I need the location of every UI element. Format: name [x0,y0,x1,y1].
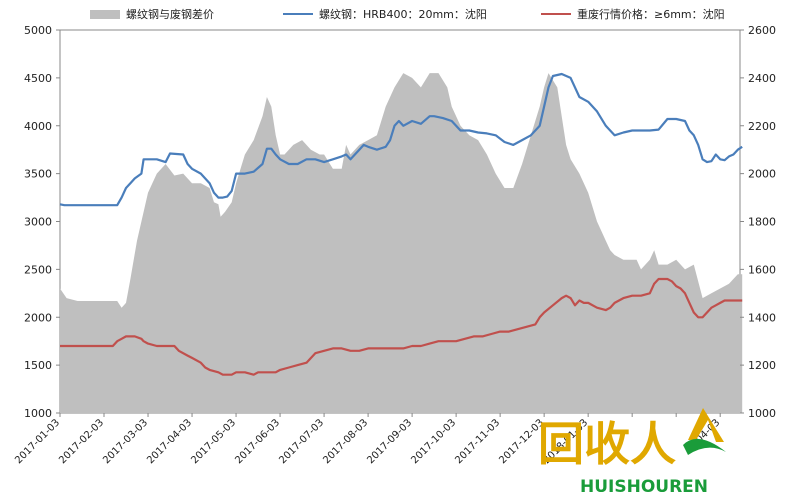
legend-item-scrap: 重废行情价格：≥6mm：沈阳 [541,6,725,22]
x-axis-tick-label: 2017-04-03 [145,417,194,466]
left-axis-tick-label: 1500 [24,359,52,372]
x-axis-tick-label: 2017-01-03 [13,417,62,466]
right-axis-tick-label: 1400 [748,311,776,324]
legend-item-spread: 螺纹钢与废钢差价 [90,6,214,22]
x-axis-tick-label: 2017-03-03 [101,417,150,466]
left-axis-tick-label: 3000 [24,216,52,229]
x-axis-tick-label: 2017-06-03 [233,417,282,466]
right-axis-tick-label: 1600 [748,263,776,276]
legend-label-scrap: 重废行情价格：≥6mm：沈阳 [577,8,725,21]
left-axis-tick-label: 3500 [24,168,52,181]
right-axis-tick-label: 1800 [748,216,776,229]
right-axis-tick-label: 1200 [748,359,776,372]
right-axis-tick-label: 1000 [748,407,776,420]
area-series-0 [60,73,743,413]
chart-legend: 螺纹钢与废钢差价 螺纹钢：HRB400：20mm：沈阳 重废行情价格：≥6mm：… [0,0,800,30]
x-axis-tick-label: 2017-05-03 [189,417,238,466]
x-axis-tick-label: 2017-07-03 [277,417,326,466]
x-axis-tick-label: 2017-02-03 [57,417,106,466]
left-axis-tick-label: 4000 [24,120,52,133]
watermark-title: 回收人 [538,417,676,471]
legend-swatch-rebar [283,13,313,15]
watermark-logo: 回收人 HUISHOUREN [538,408,726,497]
legend-swatch-scrap [541,13,571,15]
right-axis-tick-label: 2400 [748,72,776,85]
x-axis-tick-label: 2017-10-03 [409,417,458,466]
legend-label-spread: 螺纹钢与废钢差价 [126,8,214,21]
left-axis-tick-label: 4500 [24,72,52,85]
watermark-figure-icon [683,408,726,455]
legend-swatch-area [90,9,120,19]
legend-label-rebar: 螺纹钢：HRB400：20mm：沈阳 [319,8,487,21]
x-axis-tick-label: 2017-09-03 [365,417,414,466]
line-series-2 [60,277,743,376]
left-axis-tick-label: 2500 [24,263,52,276]
left-axis-tick-label: 5000 [24,24,52,37]
left-axis-tick-label: 2000 [24,311,52,324]
right-axis-tick-label: 2000 [748,168,776,181]
right-axis-tick-label: 2600 [748,24,776,37]
line-series-1 [59,72,743,207]
right-axis-tick-label: 2200 [748,120,776,133]
left-axis-tick-label: 1000 [24,407,52,420]
x-axis-tick-label: 2017-11-03 [453,417,502,466]
legend-item-rebar: 螺纹钢：HRB400：20mm：沈阳 [283,6,487,22]
watermark-subtitle: HUISHOUREN [580,477,708,497]
x-axis-tick-label: 2017-08-03 [321,417,370,466]
